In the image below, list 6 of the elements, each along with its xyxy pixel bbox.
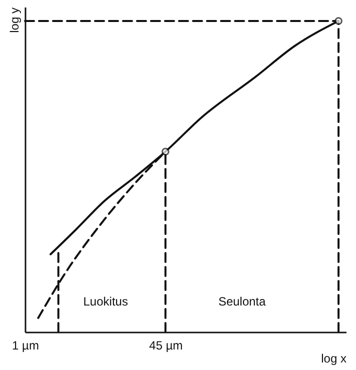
x-tick-label: 45 µm [149, 338, 183, 352]
x-axis-title: log x [321, 352, 346, 366]
annotation: Seulonta [218, 294, 266, 308]
x-tick-label: 1 µm [12, 338, 39, 352]
y-axis-title: log y [8, 8, 22, 33]
annotation: Luokitus [83, 294, 128, 308]
